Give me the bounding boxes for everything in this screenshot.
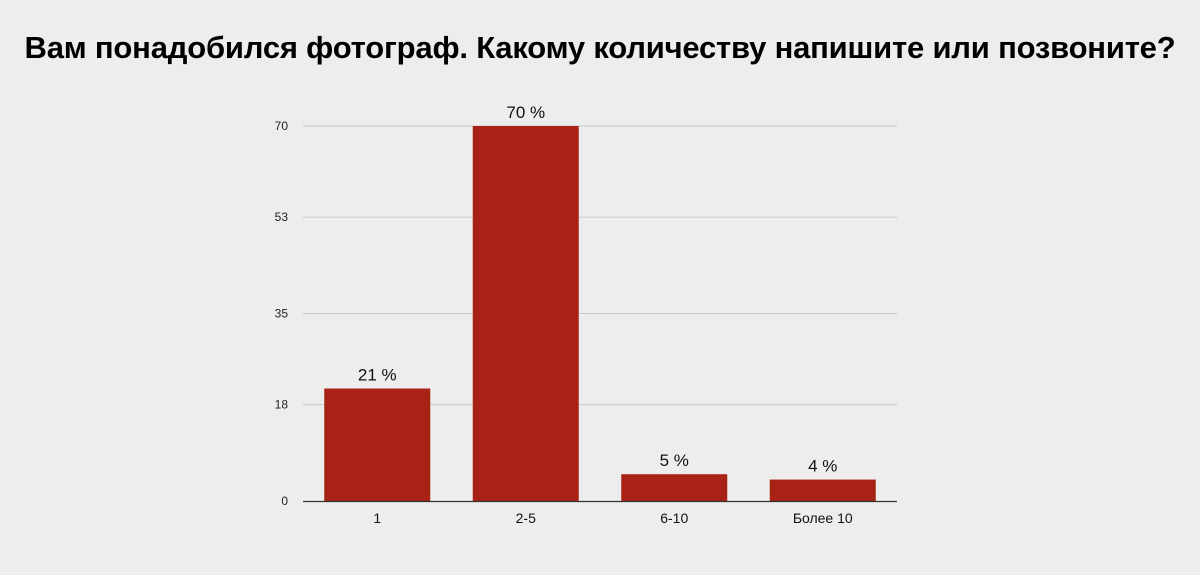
data-label: 5 % — [660, 451, 689, 470]
x-axis-categories: 1 2-5 6-10 Более 10 — [373, 510, 853, 526]
y-axis-ticks: 0 18 35 53 70 — [275, 119, 289, 508]
bar — [621, 474, 728, 501]
bar — [472, 126, 579, 501]
y-tick-label: 70 — [275, 119, 289, 133]
bar — [324, 388, 431, 501]
grid-lines — [303, 125, 897, 406]
y-tick-label: 0 — [281, 494, 288, 508]
x-category-label: 2-5 — [516, 510, 536, 526]
x-category-label: Более 10 — [793, 510, 853, 526]
x-category-label: 1 — [373, 510, 381, 526]
data-label: 4 % — [808, 457, 837, 476]
data-label: 70 % — [506, 103, 545, 122]
bar — [769, 479, 876, 501]
y-tick-label: 18 — [275, 398, 289, 412]
bars — [324, 126, 876, 501]
y-tick-label: 35 — [275, 307, 289, 321]
data-labels: 21 % 70 % 5 % 4 % — [358, 103, 838, 476]
chart-title: Вам понадобился фотограф. Какому количес… — [24, 30, 1176, 65]
y-tick-label: 53 — [275, 210, 289, 224]
data-label: 21 % — [358, 366, 397, 385]
x-category-label: 6-10 — [660, 510, 688, 526]
